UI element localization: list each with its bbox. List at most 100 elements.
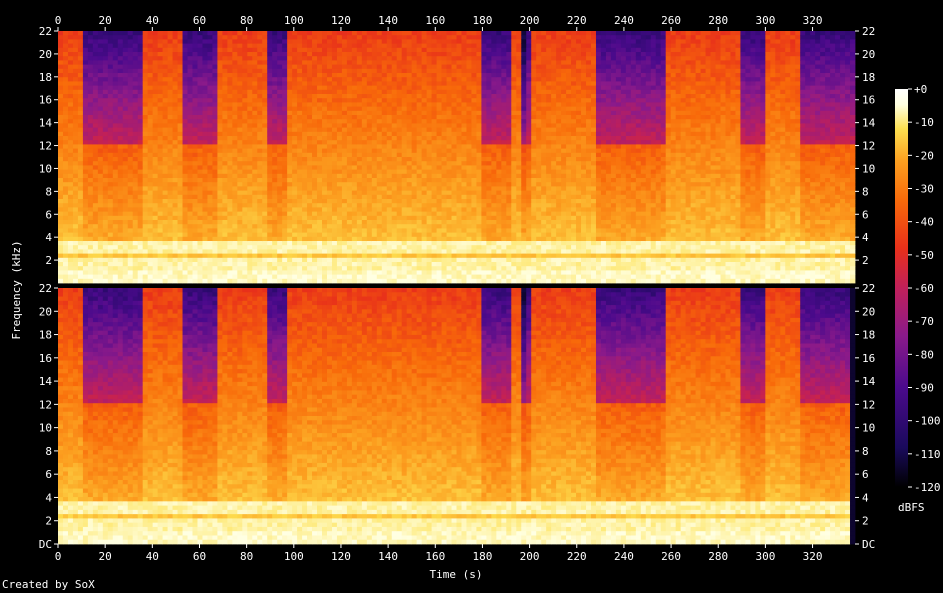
spectrogram-cell <box>351 64 358 70</box>
spectrogram-cell <box>376 98 383 103</box>
spectrogram-cell <box>122 73 129 78</box>
spectrogram-cell <box>341 89 348 95</box>
spectrogram-cell <box>287 224 293 229</box>
spectrogram-cell <box>431 169 437 175</box>
spectrogram-cell <box>461 131 467 137</box>
spectrogram-cell <box>92 182 99 187</box>
spectrogram-cell <box>192 194 198 200</box>
spectrogram-cell <box>162 152 168 158</box>
spectrogram-cell <box>207 144 213 149</box>
spectrogram-cell <box>297 253 303 259</box>
spectrogram-cell <box>252 161 258 166</box>
spectrogram-cell <box>406 274 413 280</box>
spectrogram-cell <box>82 173 89 179</box>
spectrogram-cell <box>272 52 278 57</box>
spectrogram-cell <box>212 182 218 187</box>
spectrogram-cell <box>247 236 253 242</box>
spectrogram-cell <box>77 136 84 141</box>
spectrogram-cell <box>207 89 213 95</box>
spectrogram-cell <box>376 31 383 36</box>
spectrogram-cell <box>371 232 378 238</box>
spectrogram-cell <box>242 98 248 103</box>
spectrogram-cell <box>217 98 223 103</box>
spectrogram-cell <box>356 85 363 91</box>
spectrogram-cell <box>376 207 383 212</box>
spectrogram-cell <box>312 148 318 154</box>
spectrogram-cell <box>72 136 79 141</box>
spectrogram-cell <box>307 245 313 250</box>
spectrogram-cell <box>152 274 159 280</box>
spectrogram-cell <box>227 102 233 107</box>
spectrogram-cell <box>107 249 114 254</box>
spectrogram-cell <box>137 131 144 137</box>
spectrogram-cell <box>396 161 403 166</box>
spectrogram-cell <box>62 182 69 187</box>
spectrogram-cell <box>58 165 64 170</box>
spectrogram-cell <box>406 52 413 57</box>
spectrogram-cell <box>212 249 218 254</box>
spectrogram-cell <box>217 85 223 91</box>
spectrogram-cell <box>92 152 99 158</box>
spectrogram-cell <box>167 85 173 91</box>
spectrogram-cell <box>122 119 129 124</box>
spectrogram-cell <box>107 236 114 242</box>
spectrogram-cell <box>87 127 94 133</box>
spectrogram-cell <box>277 131 283 137</box>
spectrogram-cell <box>416 123 423 128</box>
spectrogram-cell <box>172 182 178 187</box>
spectrogram-cell <box>431 127 437 133</box>
spectrogram-cell <box>361 81 368 86</box>
spectrogram-cell <box>252 203 258 208</box>
spectrogram-cell <box>307 165 313 170</box>
spectrogram-cell <box>202 182 208 187</box>
spectrogram-cell <box>406 199 413 204</box>
spectrogram-cell <box>356 127 363 133</box>
spectrogram-cell <box>356 81 363 86</box>
spectrogram-cell <box>346 127 353 133</box>
spectrogram-cell <box>396 39 403 44</box>
spectrogram-cell <box>122 94 129 99</box>
spectrogram-cell <box>322 278 328 284</box>
spectrogram-cell <box>167 266 173 271</box>
spectrogram-cell <box>331 64 338 70</box>
spectrogram-cell <box>227 131 233 137</box>
spectrogram-cell <box>58 43 64 49</box>
spectrogram-cell <box>456 85 462 91</box>
spectrogram-cell <box>257 73 263 78</box>
spectrogram-cell <box>277 98 283 103</box>
spectrogram-cell <box>82 157 89 162</box>
spectrogram-cell <box>302 35 308 40</box>
spectrogram-cell <box>322 232 328 238</box>
spectrogram-cell <box>102 77 109 82</box>
spectrogram-cell <box>431 278 437 284</box>
spectrogram-cell <box>331 270 338 275</box>
spectrogram-cell <box>456 152 462 158</box>
spectrogram-cell <box>207 178 213 183</box>
spectrogram-cell <box>122 173 129 179</box>
spectrogram-cell <box>102 178 109 183</box>
spectrogram-cell <box>292 262 298 267</box>
spectrogram-cell <box>192 165 198 170</box>
spectrogram-cell <box>336 270 343 275</box>
spectrogram-cell <box>237 98 243 103</box>
spectrogram-cell <box>312 110 318 116</box>
spectrogram-cell <box>227 236 233 242</box>
spectrogram-cell <box>391 43 398 49</box>
spectrogram-cell <box>172 274 178 280</box>
spectrogram-cell <box>426 31 432 36</box>
spectrogram-cell <box>446 110 452 116</box>
spectrogram-cell <box>287 232 293 238</box>
spectrogram-cell <box>421 249 428 254</box>
spectrogram-cell <box>406 190 413 196</box>
spectrogram-cell <box>222 144 228 149</box>
spectrogram-cell <box>207 73 213 78</box>
spectrogram-cell <box>72 199 79 204</box>
spectrogram-cell <box>132 253 139 259</box>
spectrogram-cell <box>137 106 144 112</box>
spectrogram-cell <box>471 94 477 99</box>
spectrogram-cell <box>411 241 418 246</box>
spectrogram-cell <box>187 190 193 196</box>
spectrogram-cell <box>292 220 298 225</box>
spectrogram-cell <box>436 253 442 259</box>
spectrogram-cell <box>58 127 64 133</box>
